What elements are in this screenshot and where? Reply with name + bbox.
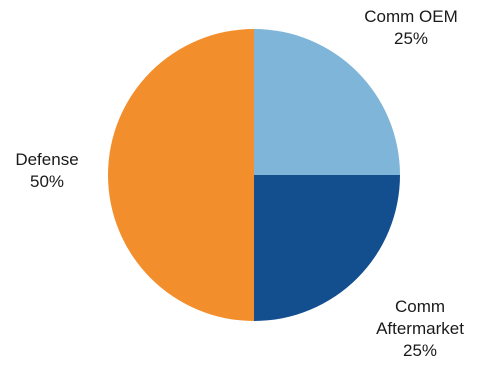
pie-slice-comm-aftermarket	[254, 175, 400, 321]
slice-label-line: Defense	[15, 150, 78, 169]
pie-labels: Comm OEM 25% Comm Aftermarket 25% Defense 50%	[15, 7, 464, 360]
slice-percent-label: 25%	[403, 341, 437, 360]
pie-slice-defense	[108, 29, 254, 321]
slice-label-line: Comm	[395, 297, 445, 316]
slice-label-comm-aftermarket: Comm Aftermarket 25%	[376, 297, 464, 360]
slice-label-line: Aftermarket	[376, 319, 464, 338]
slice-percent-label: 25%	[394, 29, 428, 48]
pie-slices	[108, 29, 400, 321]
slice-percent-label: 50%	[30, 172, 64, 191]
pie-slice-comm-oem	[254, 29, 400, 175]
slice-label-defense: Defense 50%	[15, 150, 78, 191]
slice-label-line: Comm OEM	[364, 7, 458, 26]
slice-label-comm-oem: Comm OEM 25%	[364, 7, 458, 48]
